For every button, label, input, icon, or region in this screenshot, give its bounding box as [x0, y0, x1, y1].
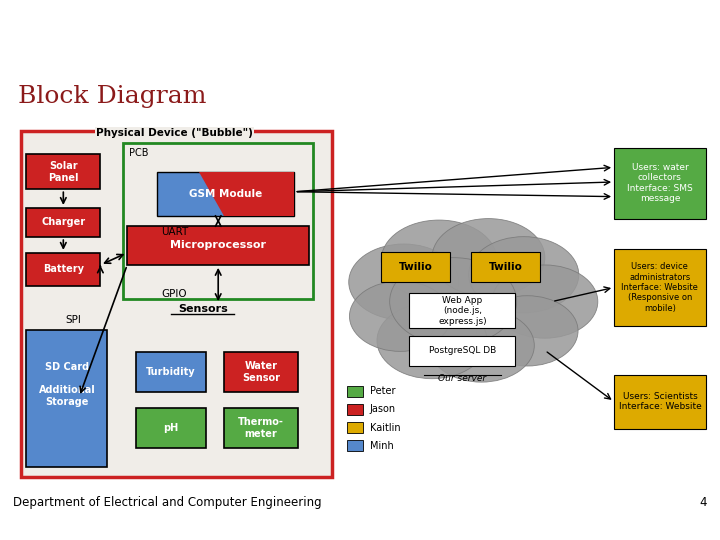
Circle shape	[390, 258, 517, 346]
Text: Users: device
administrators
Interface: Website
(Responsive on
mobile): Users: device administrators Interface: …	[621, 262, 698, 313]
Bar	[27, 154, 100, 190]
Bar	[614, 249, 706, 326]
Text: UART: UART	[161, 227, 188, 237]
Circle shape	[477, 296, 578, 366]
Text: GPIO: GPIO	[162, 289, 187, 299]
Bar	[135, 352, 206, 392]
Bar	[22, 131, 332, 477]
Bar	[224, 408, 298, 448]
Bar	[410, 293, 516, 328]
Bar	[123, 143, 313, 299]
Bar	[27, 330, 107, 467]
Bar	[614, 148, 706, 219]
Text: Users: water
collectors
Interface: SMS
message: Users: water collectors Interface: SMS m…	[627, 163, 693, 203]
Circle shape	[381, 220, 497, 300]
Text: Thermo-
meter: Thermo- meter	[238, 417, 284, 439]
Circle shape	[348, 244, 459, 320]
Bar	[410, 336, 516, 366]
Circle shape	[432, 219, 545, 296]
Text: Department of Electrical and Computer Engineering: Department of Electrical and Computer En…	[13, 496, 322, 509]
Bar	[347, 440, 363, 451]
Bar	[471, 252, 540, 282]
Text: Physical Device ("Bubble"): Physical Device ("Bubble")	[96, 128, 253, 138]
Text: Microprocessor: Microprocessor	[170, 240, 266, 251]
Bar	[27, 208, 100, 237]
Text: PCB: PCB	[129, 148, 148, 158]
Text: 4: 4	[700, 496, 707, 509]
Bar	[135, 408, 206, 448]
Text: Battery: Battery	[42, 265, 84, 274]
Text: Our server: Our server	[438, 374, 487, 383]
Text: Minh: Minh	[370, 441, 394, 450]
Bar	[614, 375, 706, 429]
Text: Users: Scientists
Interface: Website: Users: Scientists Interface: Website	[618, 392, 701, 411]
Circle shape	[349, 281, 451, 352]
Bar	[381, 252, 450, 282]
Text: pH: pH	[163, 423, 179, 433]
Circle shape	[428, 309, 534, 382]
Circle shape	[377, 302, 487, 379]
Text: Charger: Charger	[41, 218, 86, 227]
Text: UMassAmherst: UMassAmherst	[13, 24, 218, 49]
Bar	[224, 352, 298, 392]
Bar	[157, 172, 294, 216]
Text: Kaitlin: Kaitlin	[370, 422, 400, 433]
Text: GSM Module: GSM Module	[189, 189, 262, 199]
Bar	[347, 386, 363, 397]
Bar	[347, 422, 363, 433]
Text: Sensors: Sensors	[178, 304, 228, 314]
Text: PostgreSQL DB: PostgreSQL DB	[428, 346, 496, 355]
Text: Turbidity: Turbidity	[146, 367, 196, 377]
Text: SPI: SPI	[66, 315, 81, 325]
Bar	[347, 404, 363, 415]
Text: Water
Sensor: Water Sensor	[242, 361, 280, 383]
Bar	[127, 226, 309, 265]
Text: Web App
(node.js,
express.js): Web App (node.js, express.js)	[438, 296, 487, 326]
Text: Twilio: Twilio	[399, 262, 433, 272]
Bar	[27, 253, 100, 286]
Polygon shape	[199, 172, 294, 216]
Text: Block Diagram: Block Diagram	[18, 85, 207, 107]
Text: SD Card

Additional
Storage: SD Card Additional Storage	[38, 362, 95, 407]
Circle shape	[469, 237, 579, 313]
Text: Peter: Peter	[370, 387, 395, 396]
Text: Twilio: Twilio	[488, 262, 522, 272]
Circle shape	[492, 265, 598, 338]
Text: Solar
Panel: Solar Panel	[48, 161, 78, 183]
Text: Jason: Jason	[370, 404, 396, 415]
